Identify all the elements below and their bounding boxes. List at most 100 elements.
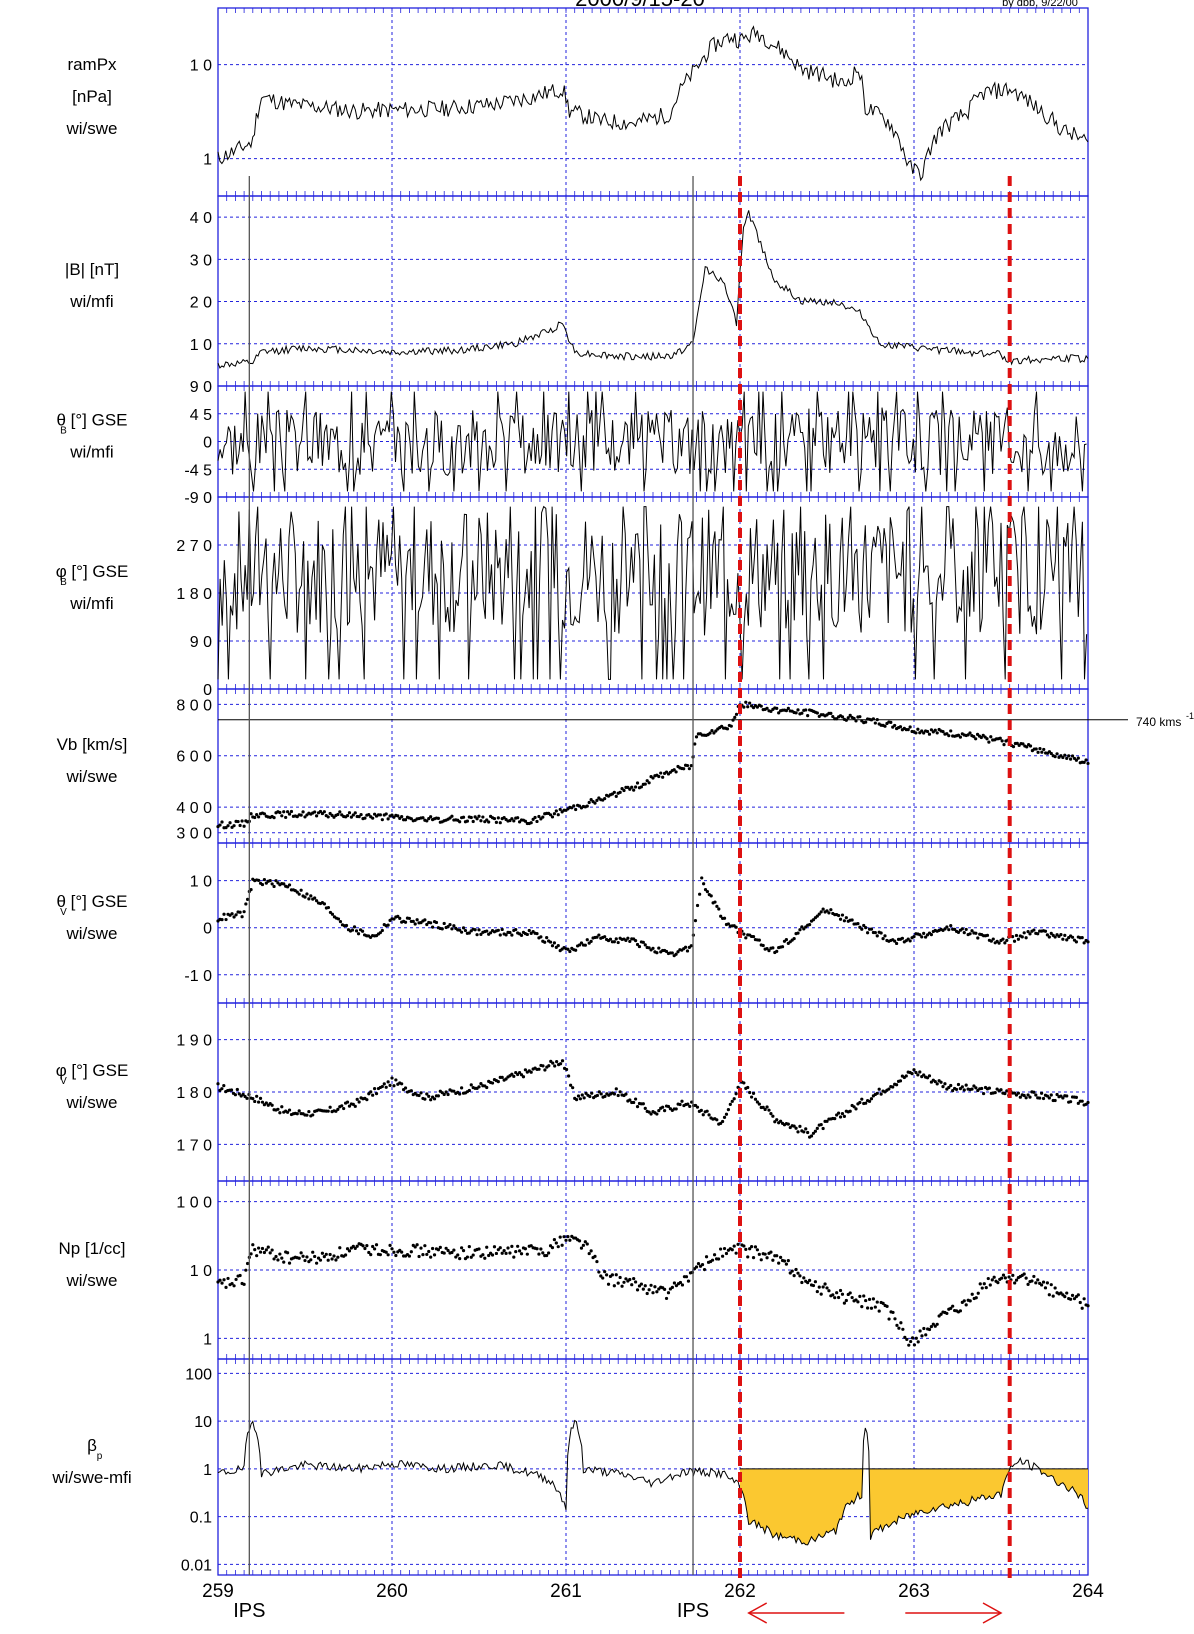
data-point	[548, 813, 553, 817]
data-point	[299, 813, 303, 817]
data-point	[1016, 937, 1021, 941]
data-point	[808, 1278, 812, 1282]
data-point	[802, 1130, 806, 1134]
data-point	[543, 1068, 547, 1072]
data-point	[655, 951, 659, 955]
data-point	[299, 1251, 303, 1255]
data-point	[784, 1262, 789, 1266]
data-point	[918, 1070, 922, 1074]
data-point	[417, 1093, 421, 1098]
data-point	[714, 729, 718, 733]
data-point	[560, 1243, 564, 1247]
data-point	[1026, 1282, 1030, 1286]
data-point	[494, 820, 498, 824]
data-point	[1014, 933, 1019, 938]
data-point	[238, 910, 242, 914]
data-point	[941, 1085, 945, 1089]
data-point	[597, 1090, 601, 1094]
data-point	[574, 1098, 579, 1102]
data-point	[827, 1289, 831, 1293]
y-tick-label: 1	[203, 152, 212, 169]
data-point	[471, 819, 475, 824]
data-point	[282, 882, 286, 886]
data-point	[249, 812, 253, 816]
data-point	[1002, 743, 1006, 747]
data-point	[866, 931, 870, 935]
data-point	[523, 1247, 528, 1251]
data-point	[355, 1244, 359, 1248]
data-point	[512, 1074, 516, 1078]
data-point	[1026, 1093, 1030, 1097]
data-point	[777, 1261, 781, 1265]
data-point	[837, 913, 841, 918]
data-point	[442, 921, 446, 926]
data-point	[477, 928, 481, 932]
data-point	[985, 737, 989, 741]
data-point	[848, 1109, 852, 1113]
data-point	[512, 819, 516, 823]
data-point	[460, 1246, 464, 1250]
data-point	[510, 933, 514, 937]
data-point	[712, 731, 716, 735]
data-point	[682, 767, 686, 771]
data-point	[461, 926, 466, 930]
panel-label-line: Vb [km/s]	[57, 735, 128, 754]
data-point	[1032, 1274, 1036, 1279]
data-point	[253, 1099, 257, 1104]
data-point	[1070, 935, 1075, 939]
data-point	[245, 1261, 250, 1266]
data-point	[545, 1253, 549, 1258]
data-point	[707, 1113, 711, 1117]
data-point	[599, 1092, 603, 1096]
data-point	[409, 817, 413, 821]
data-point	[257, 878, 261, 882]
data-point	[730, 1099, 734, 1103]
data-point	[639, 785, 644, 789]
data-point	[313, 896, 317, 900]
data-point	[815, 914, 819, 918]
data-point	[270, 1248, 274, 1252]
data-point	[748, 1090, 752, 1095]
data-point	[572, 804, 576, 808]
data-point	[746, 1085, 750, 1090]
data-point	[869, 1097, 874, 1101]
data-point	[278, 1111, 282, 1115]
data-point	[307, 897, 311, 901]
data-point	[234, 913, 238, 917]
data-point	[315, 1261, 319, 1265]
data-point	[869, 927, 874, 931]
panel-label-line: wi/swe	[65, 924, 117, 943]
y-tick-label: 1 8 0	[176, 586, 212, 603]
data-point	[666, 1291, 671, 1295]
arrow-head	[982, 1602, 1003, 1624]
panel-label-line: [nPa]	[72, 87, 112, 106]
data-point	[274, 879, 278, 883]
data-point	[1025, 745, 1029, 749]
data-point	[657, 1109, 661, 1113]
data-point	[444, 1246, 448, 1250]
data-point	[527, 928, 531, 933]
data-point	[226, 824, 230, 828]
data-point	[1065, 1094, 1069, 1098]
data-point	[278, 810, 282, 815]
data-point	[452, 924, 456, 928]
data-point	[709, 894, 713, 898]
data-point	[270, 1103, 274, 1107]
data-point	[1015, 741, 1019, 745]
data-point	[696, 1262, 701, 1266]
panel-frame	[217, 842, 1089, 1004]
data-point	[220, 820, 224, 824]
data-point	[854, 1107, 858, 1111]
y-tick-label: 1 0	[190, 337, 212, 354]
data-point	[427, 1094, 431, 1098]
data-point	[232, 824, 236, 828]
data-point	[253, 815, 257, 820]
data-point	[574, 948, 578, 952]
y-tick-label: 0	[203, 682, 212, 699]
data-point	[481, 815, 485, 819]
data-point	[728, 1102, 732, 1106]
data-point	[577, 1239, 582, 1243]
data-point	[664, 949, 669, 954]
data-point	[240, 819, 244, 823]
data-point	[1042, 747, 1046, 752]
